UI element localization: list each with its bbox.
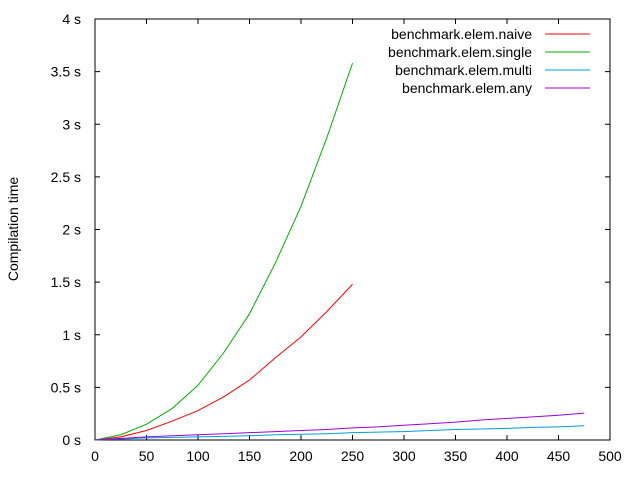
legend-label: benchmark.elem.naive [391,26,532,42]
y-tick-label: 2.5 s [51,169,81,185]
legend-label: benchmark.elem.single [388,44,532,60]
x-tick-label: 400 [495,448,519,464]
x-tick-label: 350 [444,448,468,464]
x-tick-label: 450 [547,448,571,464]
plot-frame [94,18,611,441]
x-tick-label: 250 [341,448,365,464]
x-tick-label: 50 [139,448,155,464]
y-tick-labels: 0 s 0.5 s 1 s 1.5 s 2 s 2.5 s 3 s 3.5 s 4 s [51,11,81,448]
y-tick-label: 1 s [62,327,81,343]
axis-ticks [94,18,611,441]
x-tick-label: 0 [91,448,99,464]
x-tick-label: 100 [186,448,210,464]
legend-label: benchmark.elem.any [402,80,532,96]
x-tick-label: 150 [238,448,262,464]
series-line-3 [94,412,585,441]
series-line-0 [94,283,353,441]
legend: benchmark.elem.naive benchmark.elem.singl… [388,26,590,96]
y-tick-label: 3 s [62,116,81,132]
y-tick-label: 4 s [62,11,81,27]
series-line-2 [94,425,585,441]
legend-label: benchmark.elem.multi [395,62,532,78]
y-tick-label: 2 s [62,222,81,238]
y-axis-label: Compilation time [5,177,21,281]
x-tick-label: 300 [392,448,416,464]
y-tick-label: 1.5 s [51,274,81,290]
y-tick-label: 0.5 s [51,379,81,395]
y-tick-label: 3.5 s [51,64,81,80]
x-tick-label: 200 [289,448,313,464]
x-tick-label: 500 [598,448,622,464]
x-tick-labels: 0 50 100 150 200 250 300 350 400 450 500 [91,448,622,464]
series-line-1 [94,63,353,441]
series-lines [94,63,585,441]
y-tick-label: 0 s [62,432,81,448]
